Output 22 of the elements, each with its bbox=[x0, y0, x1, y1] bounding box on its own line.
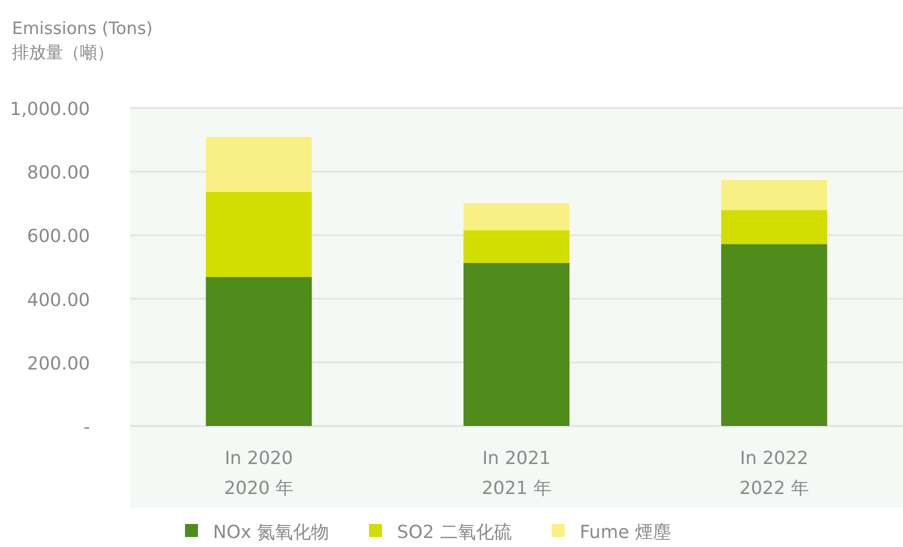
bar bbox=[206, 192, 312, 277]
legend-label: Fume 煙塵 bbox=[580, 522, 671, 543]
bar bbox=[721, 180, 828, 210]
x-tick-label: In 2022 2022 年 bbox=[739, 448, 809, 499]
bar bbox=[464, 262, 570, 426]
bar bbox=[721, 244, 828, 426]
y-tick-label: 200.00 bbox=[27, 353, 90, 374]
bar bbox=[721, 210, 828, 244]
x-tick-label: In 2021 2021 年 bbox=[482, 448, 552, 499]
y-tick-label: 600.00 bbox=[27, 226, 90, 248]
bar bbox=[206, 136, 312, 192]
bar bbox=[206, 276, 312, 426]
y-tick-label: 1,000.00 bbox=[10, 99, 90, 120]
y-tick-label: 800.00 bbox=[27, 162, 90, 184]
x-tick-label: In 2020 2020 年 bbox=[224, 448, 294, 499]
y-axis-title: Emissions (Tons) 排放量（噸） bbox=[12, 19, 153, 63]
y-tick-label: - bbox=[84, 417, 90, 438]
legend-label: SO2 二氧化硫 bbox=[397, 522, 512, 543]
bar bbox=[464, 230, 570, 263]
legend-label: NOx 氮氧化物 bbox=[213, 522, 330, 543]
y-tick-label: 400.00 bbox=[27, 290, 90, 311]
bar bbox=[464, 203, 570, 230]
